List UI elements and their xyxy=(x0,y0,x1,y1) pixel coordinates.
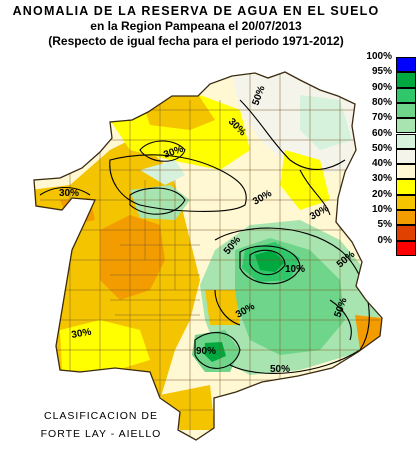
region-outline xyxy=(33,71,383,441)
legend-item: 90% xyxy=(366,82,420,103)
legend-swatch xyxy=(396,72,416,88)
zone-60-west-pocket xyxy=(140,160,185,185)
legend-swatch xyxy=(396,194,416,210)
legend-swatch xyxy=(396,57,416,73)
legend-swatch xyxy=(396,118,416,134)
legend-swatch xyxy=(396,133,416,149)
legend-swatch xyxy=(396,148,416,165)
legend-swatch xyxy=(396,225,416,241)
legend-item: 10% xyxy=(366,205,420,226)
legend-swatch xyxy=(396,87,416,103)
legend-label: 70% xyxy=(371,112,392,124)
contour-label: 10% xyxy=(285,264,305,275)
legend-item: 60% xyxy=(366,128,420,149)
legend-swatch xyxy=(396,164,416,180)
zone-10-west xyxy=(100,215,165,300)
contour-label: 30% xyxy=(71,327,93,341)
legend-label: 10% xyxy=(371,204,392,215)
map-subtitle-date: en la Region Pampeana el 20/07/2013 xyxy=(90,19,302,33)
legend-label: 80% xyxy=(371,96,392,108)
zone-30-south xyxy=(60,320,150,372)
legend-item: 100% xyxy=(366,52,420,73)
zone-60-ne xyxy=(300,95,352,150)
legend-label: 30% xyxy=(371,173,392,185)
legend-swatch xyxy=(396,210,416,226)
legend-label: 0% xyxy=(377,234,392,246)
contour-label: 50% xyxy=(270,364,290,375)
map-title: ANOMALIA DE LA RESERVA DE AGUA EN EL SUE… xyxy=(12,4,380,18)
legend-item: 5% xyxy=(366,220,420,241)
legend-label: 40% xyxy=(371,158,392,170)
zone-50-ne xyxy=(232,72,356,175)
legend-label: 90% xyxy=(371,81,392,93)
legend-swatch xyxy=(396,102,416,119)
legend-label: 50% xyxy=(371,142,392,154)
legend-swatch xyxy=(396,240,416,256)
legend-item: 20% xyxy=(366,189,420,210)
contour-label: 90% xyxy=(196,346,216,357)
legend-label: 20% xyxy=(371,188,392,200)
credit-line-2: FORTE LAY - AIELLO xyxy=(40,428,162,440)
legend-item: 70% xyxy=(366,113,420,134)
legend-item: 95% xyxy=(366,67,420,88)
legend-item: 40% xyxy=(366,159,420,180)
legend-item: 80% xyxy=(366,97,420,119)
legend-swatch xyxy=(396,179,416,195)
legend-label: 5% xyxy=(377,219,392,231)
legend-label: 100% xyxy=(366,51,392,62)
legend-item: 30% xyxy=(366,174,420,195)
map-subtitle-period: (Respecto de igual fecha para el periodo… xyxy=(48,34,344,48)
zone-95-south xyxy=(204,342,226,362)
legend-label: 95% xyxy=(371,66,392,78)
zone-20-central xyxy=(205,290,240,325)
legend-item: 50% xyxy=(366,143,420,165)
legend-item: 0% xyxy=(366,235,420,256)
credit-line-1: CLASIFICACION DE xyxy=(43,410,159,422)
zone-95-central xyxy=(255,250,285,272)
contour-label: 30% xyxy=(59,188,79,199)
legend-label: 60% xyxy=(371,127,392,139)
